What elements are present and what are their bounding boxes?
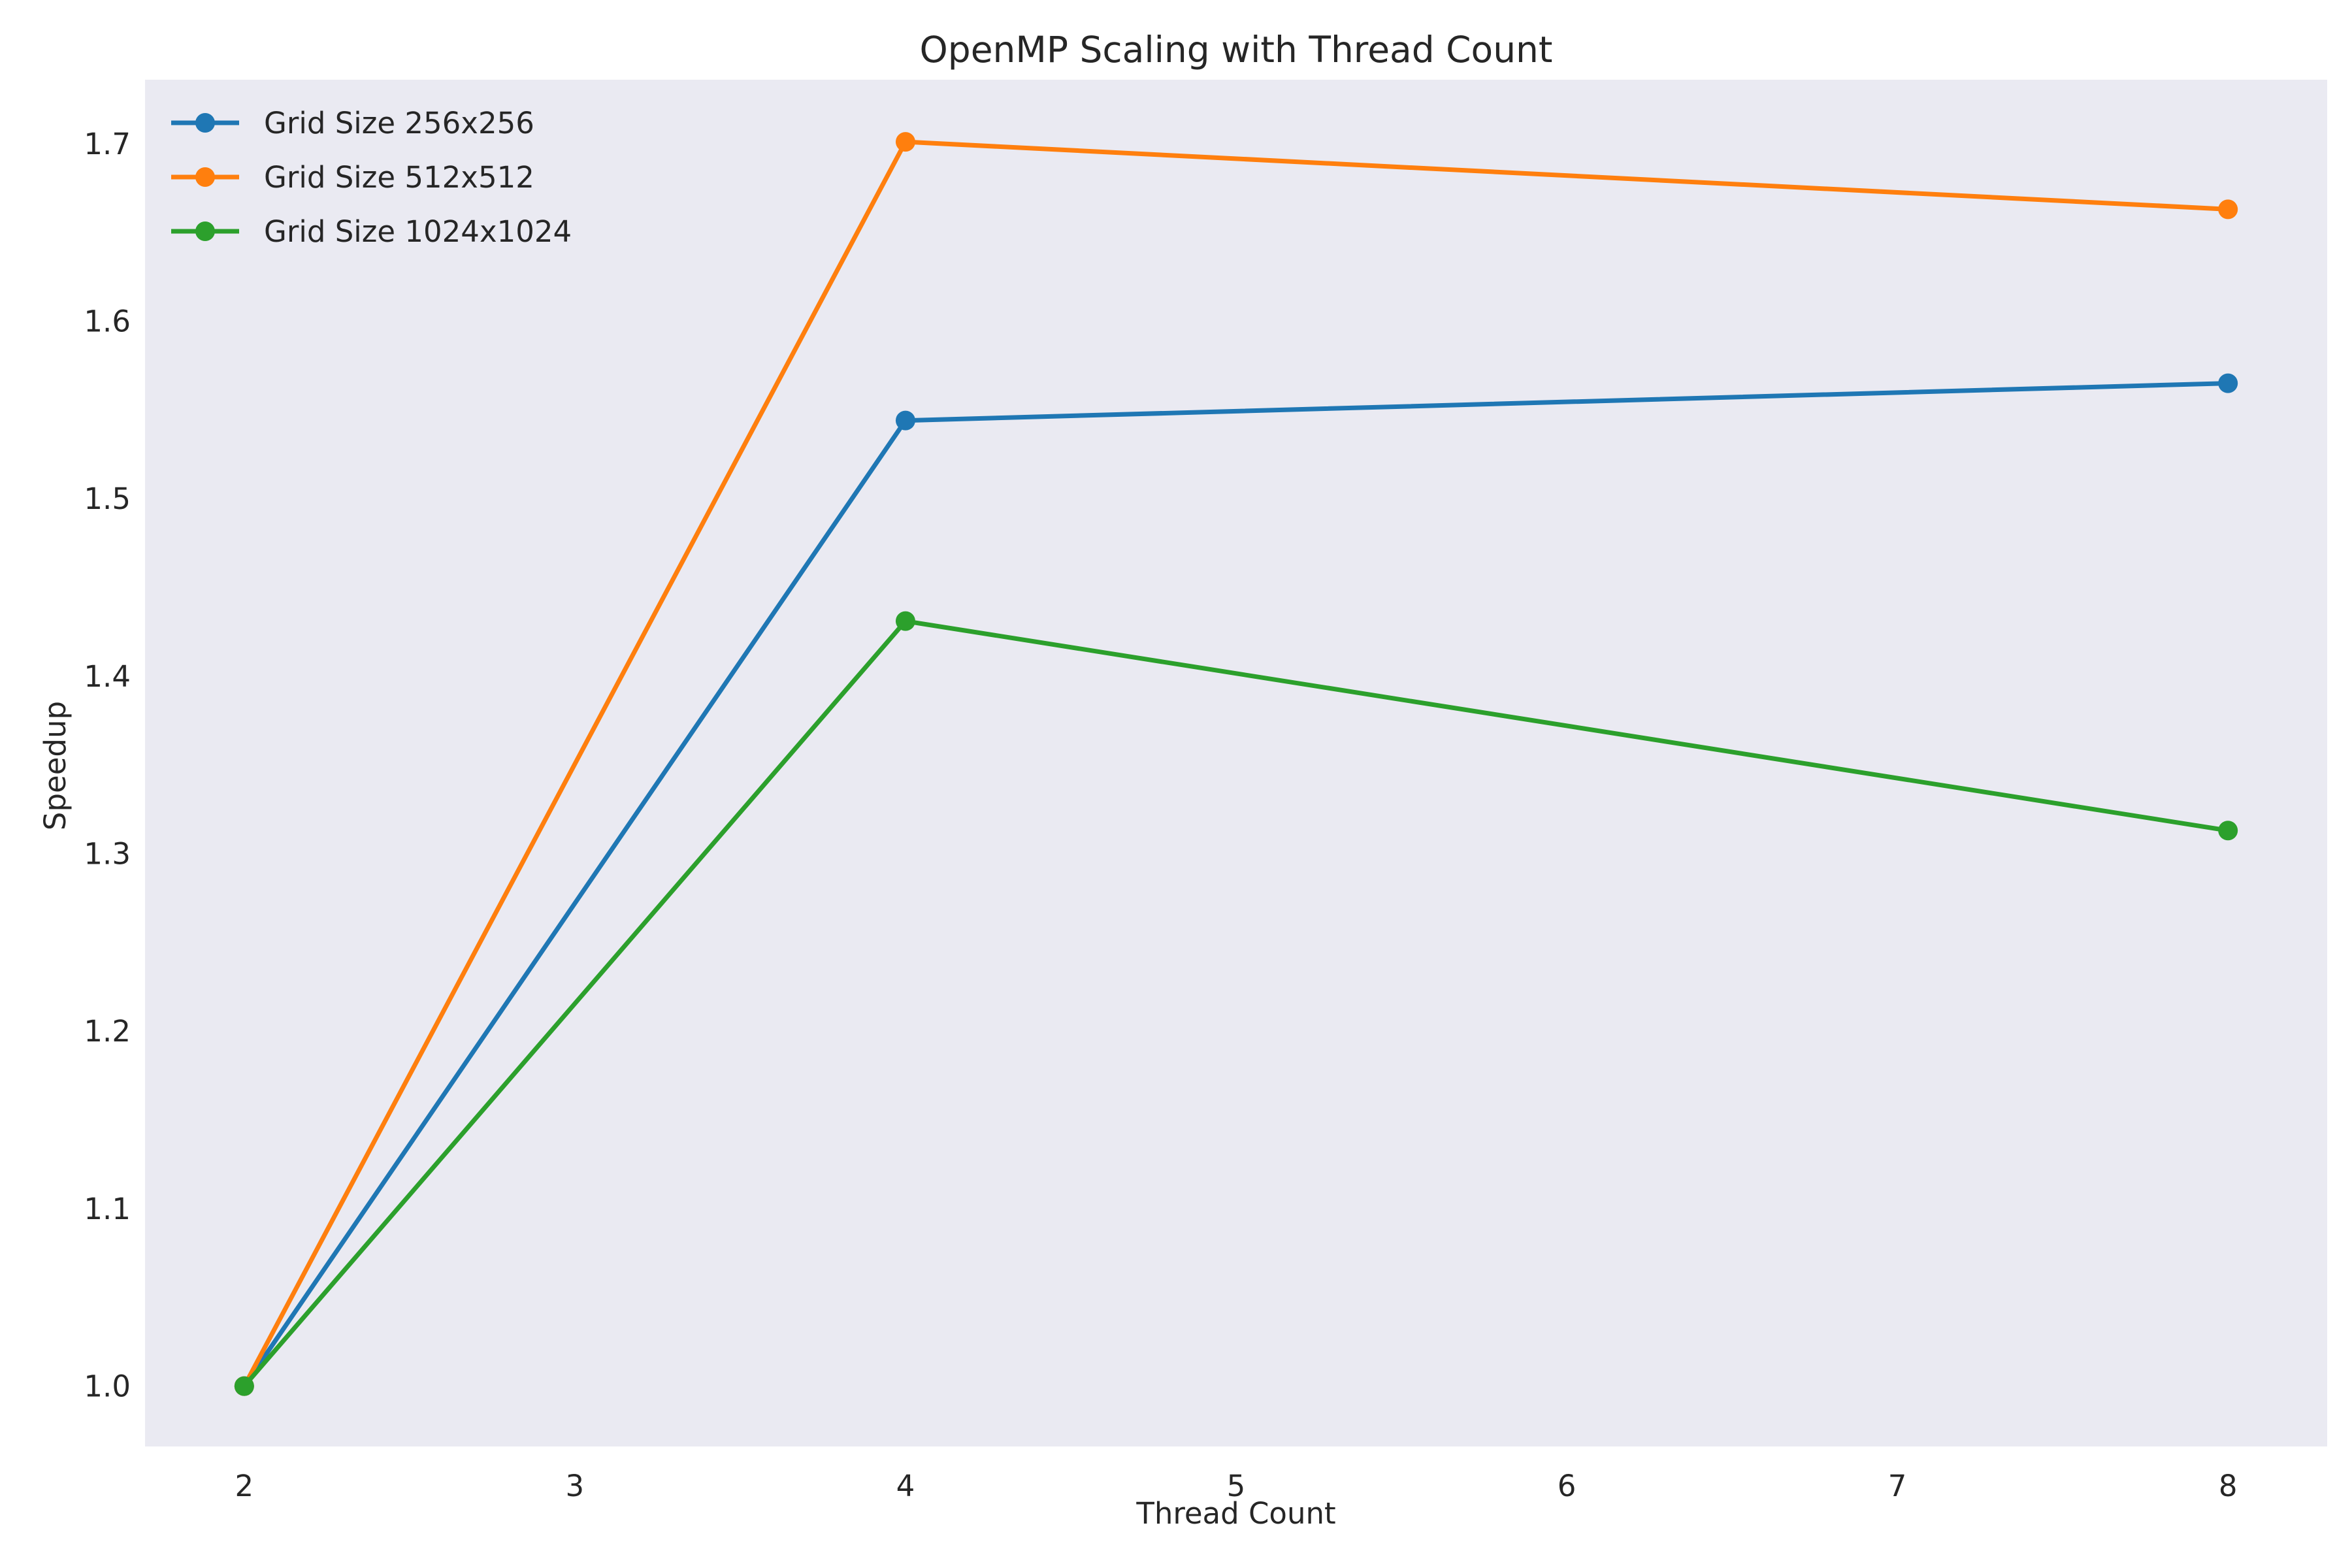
legend-label: Grid Size 512x512: [264, 160, 534, 195]
y-tick-label: 1.5: [84, 482, 131, 516]
legend-marker: [195, 113, 215, 133]
data-point: [2218, 373, 2238, 393]
data-point: [2218, 199, 2238, 220]
legend-marker: [195, 167, 215, 187]
series-3: [234, 611, 2238, 1396]
series-layer: [234, 132, 2238, 1396]
x-axis-ticks: 2 3 4 5 6 7 8: [235, 1469, 2237, 1503]
x-tick-label: 8: [2219, 1469, 2238, 1503]
x-tick-label: 2: [235, 1469, 253, 1503]
legend-item: Grid Size 256x256: [171, 106, 534, 140]
data-point: [2218, 821, 2238, 841]
legend-label: Grid Size 256x256: [264, 106, 534, 140]
legend-item: Grid Size 512x512: [171, 160, 534, 195]
x-tick-label: 4: [896, 1469, 915, 1503]
x-tick-label: 7: [1888, 1469, 1907, 1503]
y-axis-ticks: 1.0 1.1 1.2 1.3 1.4 1.5 1.6 1.7: [84, 127, 131, 1404]
x-tick-label: 6: [1558, 1469, 1576, 1503]
y-tick-label: 1.0: [84, 1369, 131, 1404]
chart-title: OpenMP Scaling with Thread Count: [920, 29, 1553, 71]
y-tick-label: 1.3: [84, 837, 131, 872]
y-tick-label: 1.2: [84, 1014, 131, 1049]
x-tick-label: 3: [566, 1469, 585, 1503]
legend-marker: [195, 221, 215, 241]
y-tick-label: 1.7: [84, 127, 131, 161]
data-point: [895, 132, 915, 152]
data-point: [895, 410, 915, 431]
data-point: [234, 1376, 254, 1396]
x-axis-label: Thread Count: [1135, 1496, 1335, 1531]
y-axis-label: Speedup: [38, 701, 73, 830]
data-point: [895, 611, 915, 631]
legend-item: Grid Size 1024x1024: [171, 214, 572, 249]
legend-label: Grid Size 1024x1024: [264, 214, 572, 249]
y-tick-label: 1.6: [84, 304, 131, 338]
legend: Grid Size 256x256 Grid Size 512x512 Grid S…: [171, 106, 572, 249]
x-tick-label: 5: [1227, 1469, 1246, 1503]
y-tick-label: 1.1: [84, 1192, 131, 1226]
plot-area: [145, 80, 2327, 1446]
y-tick-label: 1.4: [84, 659, 131, 694]
